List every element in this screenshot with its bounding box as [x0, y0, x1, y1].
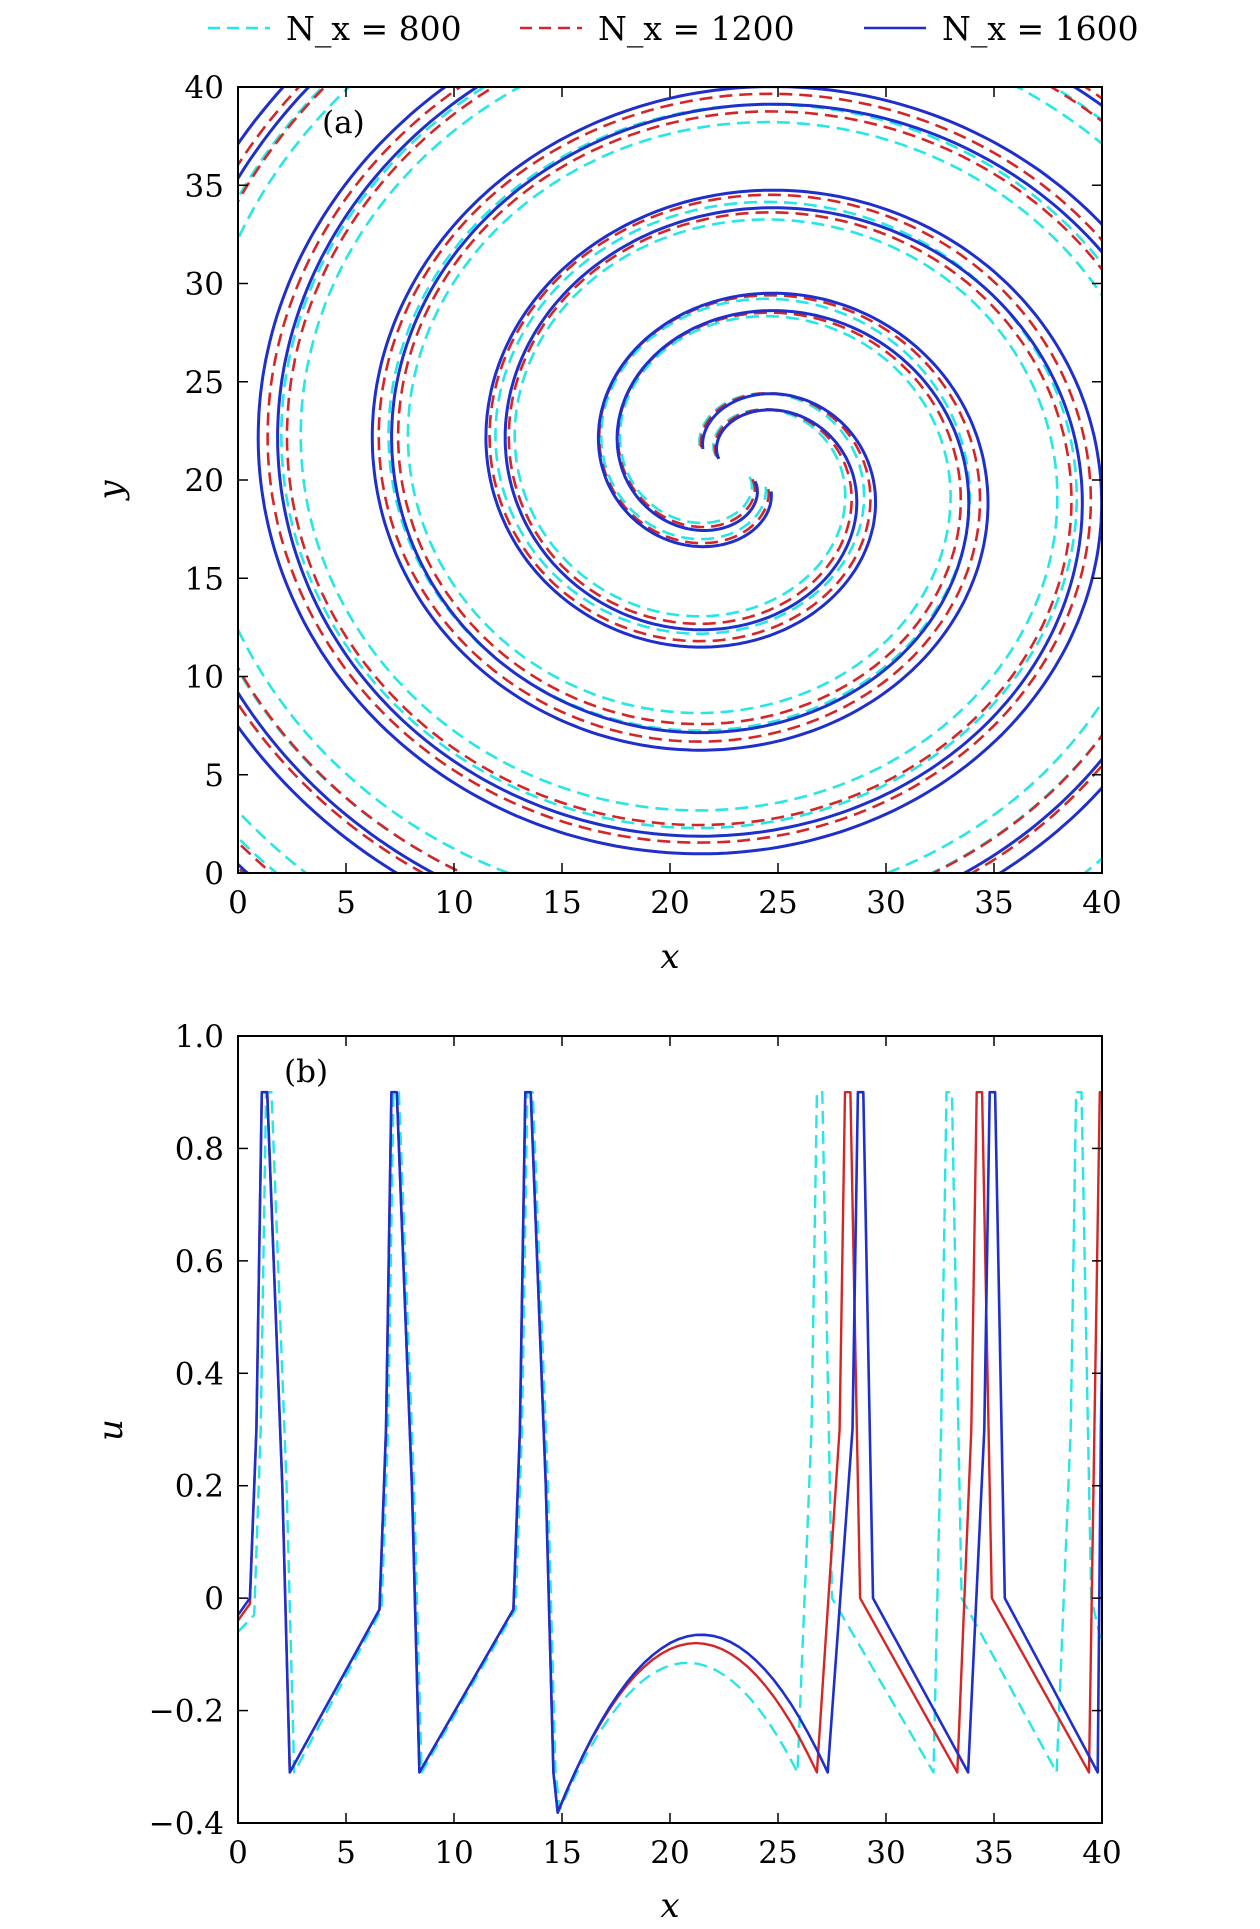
panel-a-ytick-label: 5: [204, 758, 224, 794]
panel-b-series: [238, 1090, 1102, 1814]
panel-a-ytick-label: 40: [185, 70, 224, 106]
panel-b-xtick-label: 25: [758, 1835, 797, 1871]
panel-a-series-0-curve: [238, 87, 1102, 873]
panel-b-frame: [237, 1035, 1103, 1824]
panel-b-ytick-label: 0.2: [175, 1469, 224, 1505]
legend-label-2: N_x = 1600: [942, 9, 1139, 49]
panel-a-xtick-label: 30: [866, 885, 905, 921]
panel-b-series-2-line: [238, 1090, 1102, 1814]
panel-b-ytick-label: 0.6: [175, 1244, 224, 1280]
panel-a-xtick-label: 35: [974, 885, 1013, 921]
panel-a-xtick-label: 15: [542, 885, 581, 921]
panel-a-series-0-curve: [238, 87, 1102, 873]
panel-a-series-2-curve: [238, 87, 1102, 873]
panel-b-ytick-label: 0: [204, 1581, 224, 1617]
panel-a-ticks: 0 5 10 15 20 25 30 35 40 0 5 10 15 20 25 30 35 40: [185, 70, 1122, 921]
panel-b-ytick-label: 1.0: [175, 1019, 224, 1055]
panel-a-series-2-curve: [238, 87, 1102, 873]
legend-label-1: N_x = 1200: [598, 9, 795, 49]
panel-a-series-1-curve: [238, 87, 1102, 873]
panel-a-frame: [237, 86, 1103, 874]
panel-a-xtick-label: 40: [1082, 885, 1121, 921]
legend-label-0: N_x = 800: [286, 9, 462, 49]
panel-a-xtick-label: 10: [434, 885, 473, 921]
panel-a-xtick-label: 5: [336, 885, 356, 921]
panel-a-series-1-curve: [238, 87, 1102, 873]
panel-a-ytick-label: 20: [185, 463, 224, 499]
panel-a-series-1-curve: [238, 87, 1102, 873]
panel-b-xtick-label: 0: [228, 1835, 248, 1871]
panel-a-series-1-curve: [238, 87, 1102, 873]
panel-a-series: [238, 87, 1102, 873]
legend: N_x = 800 N_x = 1200 N_x = 1600: [208, 9, 1139, 49]
panel-a-xtick-label: 20: [650, 885, 689, 921]
panel-b-label: (b): [284, 1054, 328, 1090]
panel-b-ytick-label: −0.4: [149, 1806, 224, 1842]
panel-a-ytick-label: 15: [185, 561, 224, 597]
panel-b-xtick-label: 35: [974, 1835, 1013, 1871]
panel-a-series-0-curve: [238, 87, 1102, 873]
panel-a-series-2-curve: [256, 87, 1102, 856]
panel-a-ytick-label: 25: [185, 365, 224, 401]
panel-b-xtick-label: 40: [1082, 1835, 1121, 1871]
panel-b-ytick-label: −0.2: [149, 1694, 224, 1730]
panel-b-series-1-line: [238, 1091, 1102, 1814]
panel-a-label: (a): [322, 105, 365, 141]
panel-a-series-2-curve: [238, 87, 1102, 873]
panel-b-ylabel: u: [91, 1419, 131, 1441]
panel-a-ytick-label: 30: [185, 267, 224, 303]
panel-b-xlabel: x: [660, 1886, 679, 1926]
panel-b-xtick-label: 30: [866, 1835, 905, 1871]
panel-a-ytick-label: 35: [185, 168, 224, 204]
panel-b-xtick-label: 10: [434, 1835, 473, 1871]
panel-a-ylabel: y: [91, 480, 131, 502]
panel-b-xtick-label: 5: [336, 1835, 356, 1871]
panel-a-ytick-label: 10: [185, 660, 224, 696]
panel-a-xlabel: x: [660, 937, 679, 977]
panel-b-xtick-label: 20: [650, 1835, 689, 1871]
panel-b-xtick-label: 15: [542, 1835, 581, 1871]
panel-a-xtick-label: 25: [758, 885, 797, 921]
panel-a-xtick-label: 0: [228, 885, 248, 921]
panel-b: 0 5 10 15 20 25 30 35 40 −0.4 −0.2 0 0.2 0.4 0.6 0.8 1.0…: [91, 1019, 1122, 1926]
panel-a-series-0-curve: [238, 87, 1102, 873]
panel-a-ytick-label: 0: [204, 856, 224, 892]
panel-b-series-0-line: [238, 1091, 1102, 1811]
panel-b-ytick-label: 0.8: [175, 1131, 224, 1167]
panel-a: 0 5 10 15 20 25 30 35 40 0 5 10 15 20 25 30 35 40 (a) x y: [91, 70, 1122, 977]
panel-b-ticks: 0 5 10 15 20 25 30 35 40 −0.4 −0.2 0 0.2 0.4 0.6 0.8 1.0: [149, 1019, 1122, 1871]
panel-b-ytick-label: 0.4: [175, 1356, 224, 1392]
